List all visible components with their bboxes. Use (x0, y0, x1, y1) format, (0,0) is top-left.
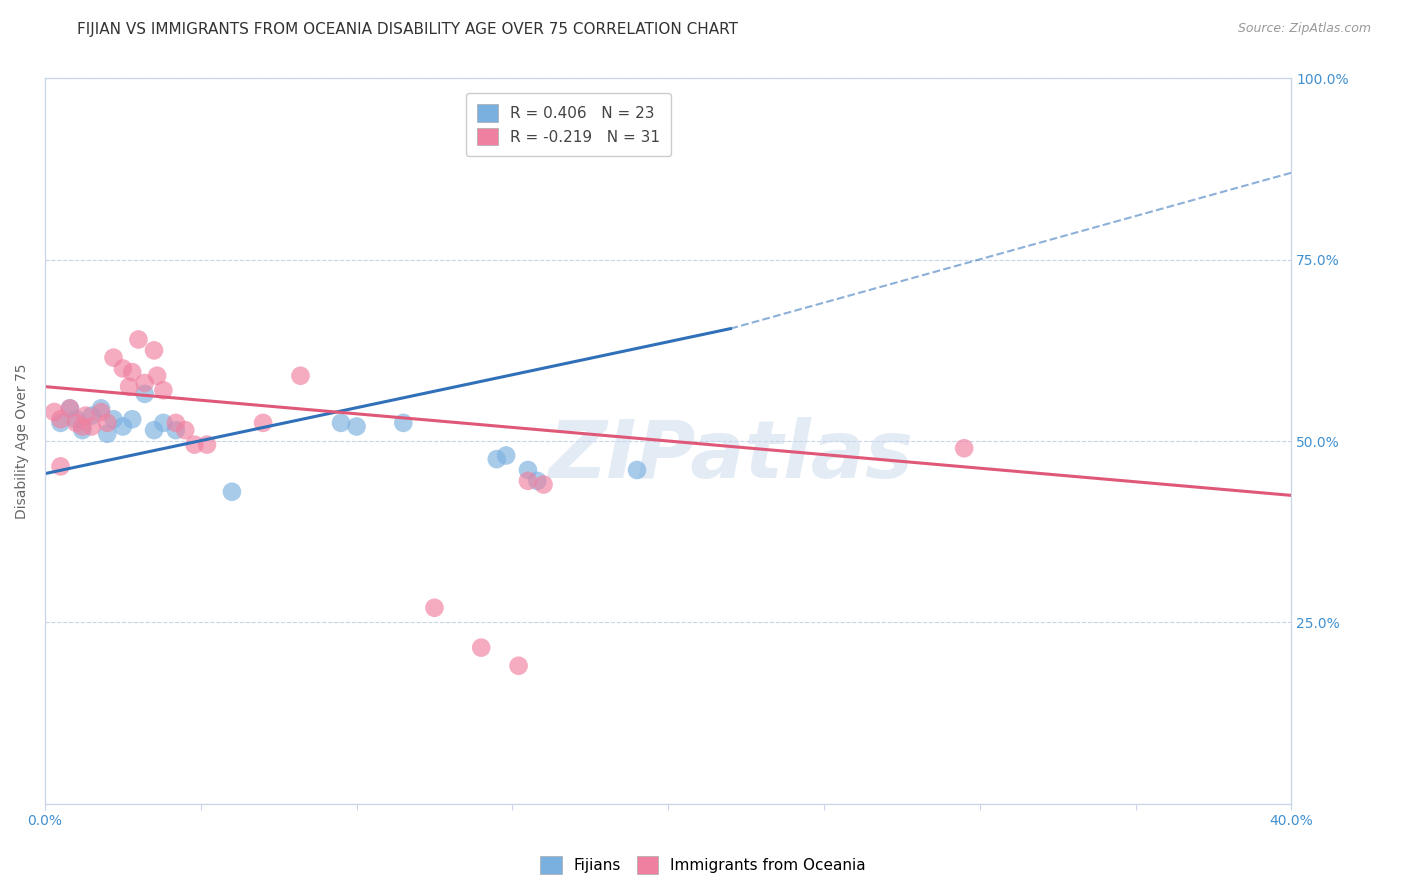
Point (152, 416, 174, 430)
Point (90, 401, 112, 416)
Point (111, 361, 134, 376)
Text: FIJIAN VS IMMIGRANTS FROM OCEANIA DISABILITY AGE OVER 75 CORRELATION CHART: FIJIAN VS IMMIGRANTS FROM OCEANIA DISABI… (77, 22, 738, 37)
Point (80, 419, 103, 434)
Point (252, 416, 274, 430)
Point (103, 412, 125, 426)
Point (183, 437, 205, 451)
Point (485, 452, 508, 467)
Point (65, 412, 87, 426)
Point (174, 423, 197, 437)
Point (152, 383, 174, 397)
Point (80, 409, 103, 423)
Point (330, 416, 353, 430)
Point (118, 379, 141, 393)
Point (626, 463, 648, 477)
Point (143, 343, 166, 358)
Point (290, 368, 312, 383)
Point (423, 600, 446, 615)
Point (533, 477, 555, 491)
Point (121, 365, 143, 379)
Text: ZIPatlas: ZIPatlas (548, 417, 912, 494)
Legend: Fijians, Immigrants from Oceania: Fijians, Immigrants from Oceania (534, 850, 872, 880)
Point (470, 640, 492, 655)
Point (346, 419, 368, 434)
Point (103, 351, 125, 365)
Point (508, 658, 530, 673)
Point (90, 405, 112, 419)
Point (111, 419, 134, 434)
Point (75, 409, 97, 423)
Point (146, 368, 169, 383)
Point (953, 442, 976, 456)
Point (59, 401, 82, 416)
Point (143, 423, 166, 437)
Point (516, 474, 538, 488)
Point (72, 423, 94, 437)
Y-axis label: Disability Age Over 75: Disability Age Over 75 (15, 363, 30, 519)
Point (165, 423, 187, 437)
Point (72, 419, 94, 434)
Point (59, 401, 82, 416)
Point (65, 416, 87, 430)
Point (49, 459, 72, 474)
Point (127, 333, 149, 347)
Point (392, 416, 415, 430)
Point (516, 463, 538, 477)
Point (96, 426, 118, 441)
Point (495, 449, 517, 463)
Point (221, 484, 243, 499)
Text: Source: ZipAtlas.com: Source: ZipAtlas.com (1237, 22, 1371, 36)
Point (134, 376, 156, 390)
Point (49, 416, 72, 430)
Point (165, 416, 187, 430)
Legend: R = 0.406   N = 23, R = -0.219   N = 31: R = 0.406 N = 23, R = -0.219 N = 31 (465, 94, 671, 156)
Point (195, 437, 218, 451)
Point (49, 412, 72, 426)
Point (96, 416, 118, 430)
Point (134, 387, 156, 401)
Point (121, 412, 143, 426)
Point (526, 474, 548, 488)
Point (44, 405, 66, 419)
